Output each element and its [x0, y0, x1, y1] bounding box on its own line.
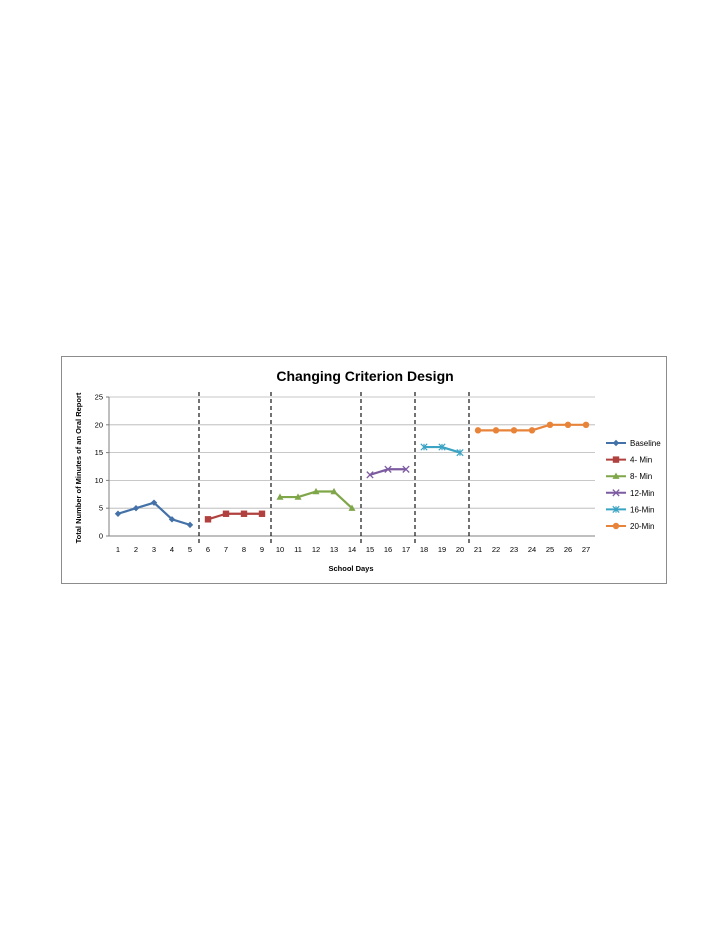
data-point-20-min-day-22: [492, 427, 500, 434]
x-tick-label-3: 3: [152, 545, 156, 554]
x-tick-label-25: 25: [546, 545, 554, 554]
x-tick-label-27: 27: [582, 545, 590, 554]
x-tick-label-23: 23: [510, 545, 518, 554]
series-4-min: [204, 510, 266, 523]
x-tick-label-7: 7: [224, 545, 228, 554]
data-point-16-min-day-20: [456, 448, 464, 457]
y-axis-label: Total Number of Minutes of an Oral Repor…: [74, 392, 83, 543]
data-point-20-min-day-25: [546, 421, 554, 428]
data-point-8-min-day-12: [312, 487, 320, 495]
legend-marker-12-min: [612, 489, 620, 497]
x-tick-label-1: 1: [116, 545, 120, 554]
data-point-4-min-day-9: [258, 510, 266, 517]
legend-item-baseline: Baseline: [606, 439, 661, 448]
x-tick-label-14: 14: [348, 545, 356, 554]
data-point-baseline-day-1: [114, 510, 122, 517]
x-axis-label: School Days: [328, 564, 373, 573]
data-point-8-min-day-14: [348, 504, 356, 511]
y-tick-label-10: 10: [95, 476, 103, 485]
x-tick-label-6: 6: [206, 545, 210, 554]
y-tick-label-25: 25: [95, 393, 103, 402]
legend-label-8-min: 8- Min: [630, 472, 652, 481]
data-point-baseline-day-5: [186, 521, 194, 529]
y-tick-label-20: 20: [95, 420, 103, 429]
data-point-12-min-day-17: [402, 465, 410, 473]
legend-label-4-min: 4- Min: [630, 456, 652, 465]
data-point-8-min-day-13: [330, 487, 338, 495]
legend-item-12-min: 12-Min: [606, 489, 654, 498]
data-point-8-min-day-10: [276, 493, 284, 500]
x-tick-label-13: 13: [330, 545, 338, 554]
x-tick-label-19: 19: [438, 545, 446, 554]
data-point-12-min-day-15: [366, 471, 374, 479]
data-point-16-min-day-18: [420, 443, 428, 451]
x-tick-label-21: 21: [474, 545, 482, 554]
chart-frame: 0 5 10 15 20 25 1 2 3 4 5 6 7 8 9 10 11 12 13 14 15 16 17 18 19 2…: [61, 356, 667, 584]
x-tick-label-26: 26: [564, 545, 572, 554]
data-point-12-min-day-16: [384, 465, 392, 473]
y-tick-label-15: 15: [95, 448, 103, 457]
data-point-16-min-day-19: [438, 443, 446, 451]
legend-label-16-min: 16-Min: [630, 505, 654, 514]
series-8-min: [276, 487, 356, 511]
series-16-min: [420, 443, 464, 457]
legend-marker-20-min: [612, 522, 620, 530]
data-point-baseline-day-2: [132, 505, 140, 512]
data-point-20-min-day-21: [474, 427, 482, 434]
data-series: [114, 421, 590, 529]
x-tick-label-16: 16: [384, 545, 392, 554]
data-point-8-min-day-11: [294, 493, 302, 500]
axes: [106, 396, 595, 537]
x-tick-label-22: 22: [492, 545, 500, 554]
x-tick-label-2: 2: [134, 545, 138, 554]
data-point-baseline-day-3: [150, 499, 158, 506]
data-point-20-min-day-27: [582, 421, 590, 428]
legend-item-16-min: 16-Min: [606, 505, 654, 514]
series-12-min: [366, 465, 410, 479]
series-line-baseline: [117, 501, 191, 526]
data-point-20-min-day-26: [564, 421, 572, 428]
legend-marker-8-min: [612, 472, 620, 479]
gridlines: [109, 396, 595, 509]
x-tick-label-12: 12: [312, 545, 320, 554]
y-tick-label-5: 5: [99, 504, 103, 513]
x-tick-label-9: 9: [260, 545, 264, 554]
y-tick-label-0: 0: [99, 532, 103, 541]
x-tick-label-15: 15: [366, 545, 374, 554]
series-baseline: [114, 499, 194, 529]
x-tick-label-18: 18: [420, 545, 428, 554]
data-point-4-min-day-6: [204, 516, 212, 523]
data-point-4-min-day-7: [222, 510, 230, 517]
x-tick-label-5: 5: [188, 545, 192, 554]
phase-change-lines: [198, 392, 470, 546]
legend-marker-16-min: [612, 505, 620, 514]
x-tick-label-10: 10: [276, 545, 284, 554]
legend-label-12-min: 12-Min: [630, 489, 654, 498]
x-tick-label-17: 17: [402, 545, 410, 554]
x-tick-label-8: 8: [242, 545, 246, 554]
data-point-4-min-day-8: [240, 510, 248, 517]
x-tick-label-11: 11: [294, 545, 302, 554]
legend-label-baseline: Baseline: [630, 439, 661, 448]
series-20-min: [474, 421, 590, 434]
legend-marker-4-min: [612, 456, 620, 463]
data-point-20-min-day-23: [510, 427, 518, 434]
legend-item-4-min: 4- Min: [606, 456, 652, 465]
legend: Baseline 4- Min 8- Min 12-Min 16-Min 20-Min: [606, 439, 661, 531]
legend-item-8-min: 8- Min: [606, 472, 652, 481]
data-point-20-min-day-24: [528, 427, 536, 434]
legend-marker-baseline: [612, 439, 620, 447]
x-tick-label-24: 24: [528, 545, 536, 554]
series-line-4-min: [207, 512, 262, 521]
chart-title: Changing Criterion Design: [276, 368, 453, 384]
legend-label-20-min: 20-Min: [630, 522, 654, 531]
legend-item-20-min: 20-Min: [606, 522, 654, 531]
x-tick-label-4: 4: [170, 545, 174, 554]
x-tick-label-20: 20: [456, 545, 464, 554]
